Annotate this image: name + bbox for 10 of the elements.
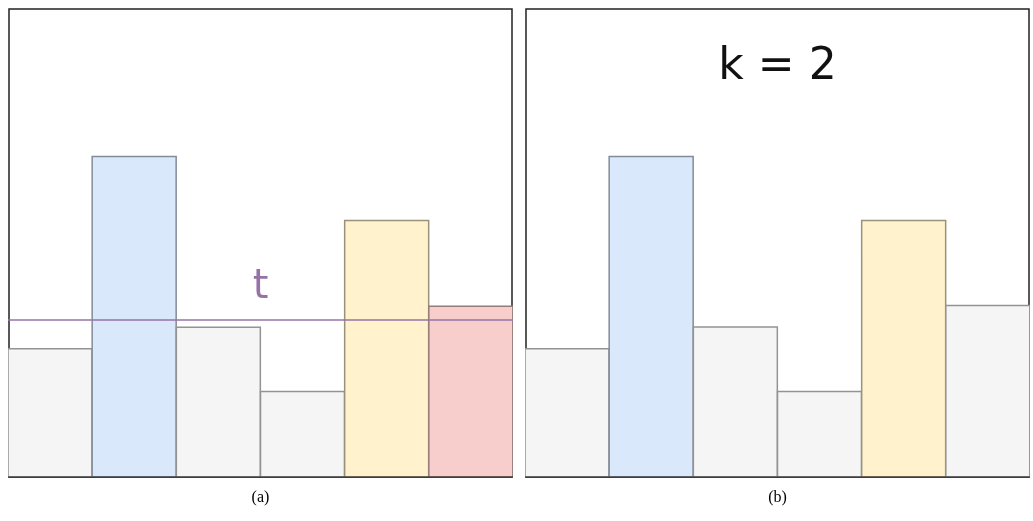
ref-line-label: t [252,261,269,308]
bar [91,155,177,477]
chart-title: k = 2 [717,38,838,89]
bar [860,219,947,477]
bar [428,305,513,477]
bar [608,155,694,477]
x-axis-title: (a) [250,488,271,506]
x-axis-title: (b) [767,488,788,506]
bar [525,348,610,477]
bar [343,219,430,477]
